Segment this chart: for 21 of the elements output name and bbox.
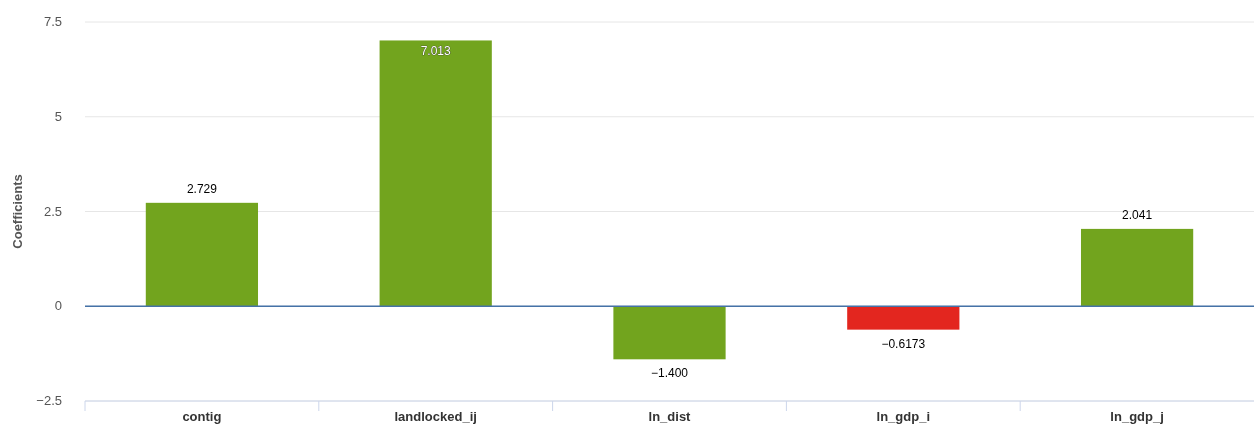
data-label: −1.400 (650, 366, 689, 381)
bar (379, 40, 492, 307)
y-tick-label: 5 (54, 108, 62, 124)
bar (145, 202, 259, 307)
y-tick-label: 0 (54, 298, 62, 314)
bar (613, 306, 726, 360)
y-tick-label: 7.5 (43, 14, 62, 29)
x-tick-label: ln_gdp_i (876, 409, 931, 424)
bar (1080, 228, 1194, 307)
data-label: 7.013 (420, 44, 452, 59)
y-tick-label: −2.5 (36, 393, 62, 408)
x-tick-label: ln_gdp_j (1110, 409, 1164, 424)
y-axis-title: Coefficients (10, 174, 25, 249)
data-label: 2.729 (186, 181, 218, 196)
bar (847, 306, 960, 330)
data-label: 2.041 (1122, 207, 1153, 222)
x-tick-label: ln_dist (648, 409, 692, 424)
data-label: −0.6173 (881, 336, 926, 351)
x-tick-label: contig (182, 409, 222, 424)
x-tick-label: landlocked_ij (394, 409, 477, 424)
y-tick-label: 2.5 (43, 203, 62, 219)
